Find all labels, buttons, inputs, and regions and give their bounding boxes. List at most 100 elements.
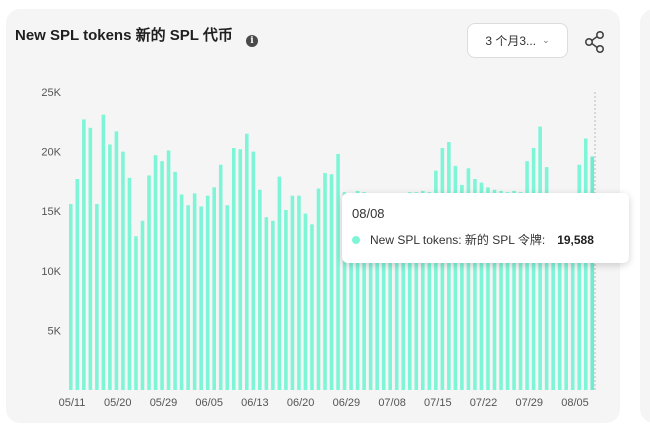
bar[interactable] (427, 192, 432, 390)
tooltip-value: 19,588 (557, 232, 594, 247)
bar[interactable] (121, 151, 125, 390)
y-tick-label: 25K (41, 87, 61, 99)
bar[interactable] (225, 205, 230, 390)
bar[interactable] (466, 168, 471, 390)
bar[interactable] (401, 193, 406, 390)
series-dot (352, 235, 360, 244)
bar[interactable] (199, 206, 203, 390)
bar[interactable] (271, 220, 275, 390)
chevron-down-icon: ⌄ (542, 35, 550, 45)
x-tick-label: 05/29 (150, 397, 178, 409)
info-icon[interactable]: i (246, 35, 258, 47)
x-tick-label: 07/29 (516, 397, 544, 409)
bar[interactable] (518, 192, 523, 390)
bar[interactable] (316, 188, 321, 390)
bar[interactable] (290, 195, 295, 390)
bar[interactable] (173, 171, 177, 390)
bar[interactable] (329, 174, 334, 390)
bar[interactable] (342, 192, 347, 390)
bar[interactable] (251, 151, 256, 390)
bar[interactable] (473, 179, 477, 390)
bar[interactable] (75, 179, 80, 390)
bar[interactable] (447, 142, 451, 390)
time-range-select[interactable]: 3 个月3... ⌄ (467, 23, 568, 58)
x-tick-label: 06/13 (241, 397, 269, 409)
bar[interactable] (557, 194, 562, 390)
x-tick-label: 06/29 (333, 397, 361, 409)
bar[interactable] (69, 204, 73, 390)
x-tick-label: 08/05 (561, 397, 589, 409)
y-tick-label: 20K (41, 147, 61, 159)
bar[interactable] (564, 211, 568, 390)
bar[interactable] (186, 205, 190, 390)
bar[interactable] (531, 148, 536, 390)
next-card-edge (640, 9, 650, 423)
bar[interactable] (323, 173, 327, 390)
bar[interactable] (453, 165, 458, 390)
bar[interactable] (284, 210, 288, 390)
bar[interactable] (297, 195, 301, 390)
x-tick-label: 06/05 (195, 397, 223, 409)
bar[interactable] (147, 175, 151, 390)
tooltip-date: 08/08 (352, 206, 385, 221)
bar[interactable] (525, 161, 529, 390)
bar[interactable] (160, 161, 164, 390)
bar[interactable] (245, 133, 249, 390)
bar[interactable] (82, 119, 86, 391)
bar[interactable] (355, 190, 360, 390)
bar[interactable] (101, 114, 106, 391)
bar[interactable] (407, 192, 412, 390)
bar[interactable] (434, 170, 438, 390)
bar[interactable] (505, 192, 510, 390)
bar[interactable] (166, 150, 171, 390)
bar[interactable] (108, 144, 112, 390)
bar[interactable] (590, 156, 595, 390)
bar[interactable] (277, 176, 282, 390)
bar[interactable] (192, 193, 197, 390)
bar[interactable] (375, 194, 379, 390)
bar[interactable] (368, 193, 373, 390)
bar[interactable] (577, 164, 582, 390)
bar[interactable] (179, 194, 184, 390)
bar[interactable] (349, 205, 353, 390)
bar[interactable] (127, 177, 132, 390)
bar[interactable] (205, 195, 210, 390)
bar[interactable] (570, 208, 575, 390)
bar[interactable] (440, 148, 445, 390)
bar[interactable] (388, 193, 392, 390)
bar[interactable] (460, 184, 464, 390)
bar[interactable] (140, 220, 145, 390)
bar[interactable] (95, 204, 99, 390)
bar[interactable] (394, 194, 399, 390)
bar[interactable] (512, 190, 516, 390)
bar[interactable] (551, 193, 555, 390)
bar[interactable] (258, 189, 262, 390)
bar[interactable] (218, 164, 223, 390)
bar[interactable] (499, 190, 503, 390)
bar[interactable] (88, 127, 93, 390)
bar[interactable] (414, 192, 419, 390)
bar[interactable] (153, 155, 158, 390)
bar[interactable] (134, 236, 138, 390)
bar[interactable] (231, 148, 236, 390)
bars[interactable] (69, 114, 595, 391)
bar[interactable] (212, 187, 216, 390)
bar[interactable] (583, 138, 588, 390)
bar[interactable] (492, 189, 497, 390)
bar[interactable] (479, 182, 484, 390)
bar[interactable] (421, 190, 425, 390)
share-icon[interactable] (584, 30, 606, 54)
bar[interactable] (114, 131, 119, 390)
bar[interactable] (544, 167, 549, 390)
bar[interactable] (362, 192, 366, 390)
bar[interactable] (264, 217, 269, 390)
x-tick-label: 07/15 (424, 397, 452, 409)
bar[interactable] (381, 193, 386, 390)
bar[interactable] (238, 149, 243, 390)
bar[interactable] (303, 213, 308, 390)
bar[interactable] (310, 224, 314, 390)
bar[interactable] (486, 187, 490, 390)
x-axis: 05/11 05/20 05/29 06/05 06/13 06/20 06/29 07/08… (59, 397, 589, 409)
bar[interactable] (336, 153, 340, 390)
